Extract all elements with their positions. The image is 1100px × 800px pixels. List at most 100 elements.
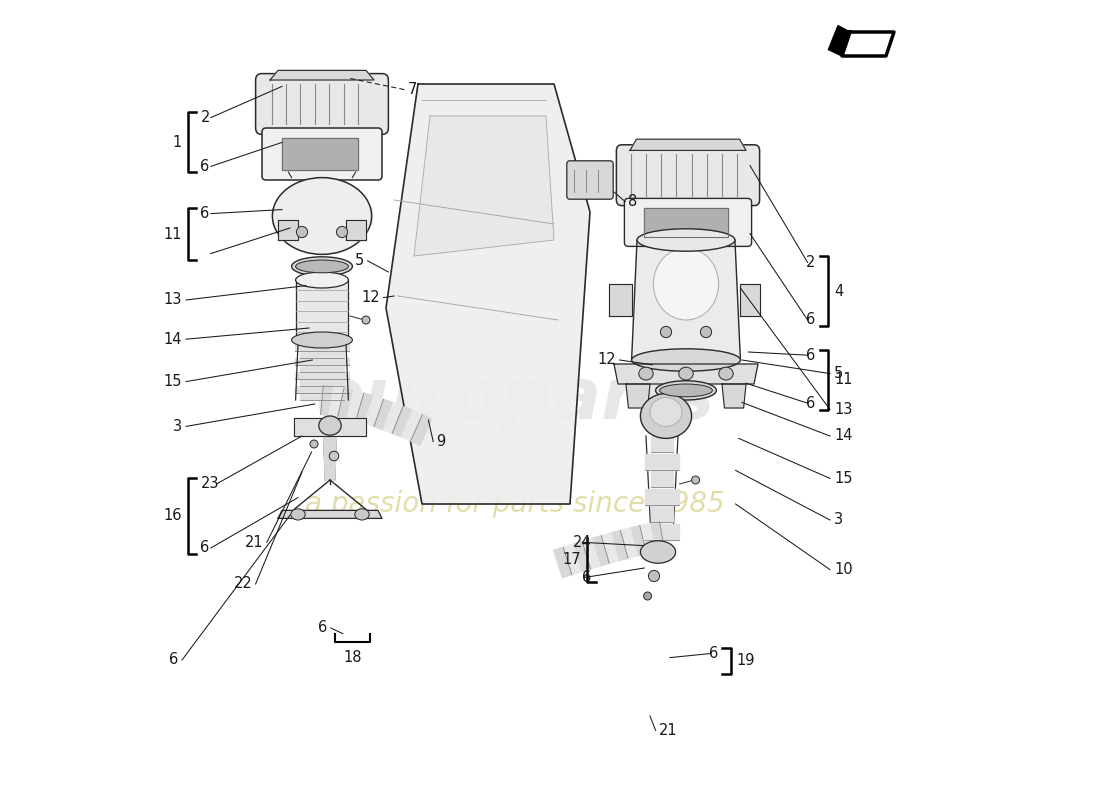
Ellipse shape bbox=[362, 316, 370, 324]
Polygon shape bbox=[602, 533, 618, 563]
Text: 17: 17 bbox=[562, 553, 581, 567]
Text: 22: 22 bbox=[233, 577, 252, 591]
Polygon shape bbox=[620, 528, 637, 558]
Text: europarts: europarts bbox=[316, 366, 714, 434]
Polygon shape bbox=[610, 530, 628, 561]
Polygon shape bbox=[609, 284, 631, 316]
Polygon shape bbox=[300, 365, 343, 372]
Ellipse shape bbox=[648, 570, 660, 582]
Polygon shape bbox=[346, 220, 366, 240]
Text: 14: 14 bbox=[834, 429, 852, 443]
Ellipse shape bbox=[640, 394, 692, 438]
Ellipse shape bbox=[660, 326, 672, 338]
Text: 6: 6 bbox=[168, 653, 178, 667]
Text: 21: 21 bbox=[245, 535, 264, 550]
Text: 8: 8 bbox=[628, 194, 638, 209]
Polygon shape bbox=[338, 389, 353, 418]
Ellipse shape bbox=[656, 381, 716, 400]
Polygon shape bbox=[300, 351, 343, 358]
Text: 10: 10 bbox=[834, 562, 852, 577]
FancyBboxPatch shape bbox=[616, 145, 760, 206]
Text: 6: 6 bbox=[806, 396, 815, 410]
FancyBboxPatch shape bbox=[262, 128, 382, 180]
Text: 18: 18 bbox=[343, 650, 362, 665]
Polygon shape bbox=[740, 284, 760, 316]
Text: 3: 3 bbox=[834, 513, 843, 527]
Text: 1: 1 bbox=[173, 135, 182, 150]
Ellipse shape bbox=[319, 416, 341, 435]
Text: 19: 19 bbox=[736, 654, 755, 668]
Polygon shape bbox=[300, 393, 343, 400]
Ellipse shape bbox=[292, 332, 352, 348]
Ellipse shape bbox=[701, 326, 712, 338]
Ellipse shape bbox=[640, 541, 675, 563]
Ellipse shape bbox=[329, 451, 339, 461]
Polygon shape bbox=[646, 524, 679, 540]
Text: 11: 11 bbox=[834, 372, 852, 386]
Ellipse shape bbox=[337, 226, 348, 238]
Polygon shape bbox=[270, 70, 374, 80]
Text: 6: 6 bbox=[200, 541, 210, 555]
Polygon shape bbox=[414, 116, 554, 256]
Text: 9: 9 bbox=[437, 434, 446, 449]
Polygon shape bbox=[273, 208, 372, 224]
Polygon shape bbox=[640, 523, 656, 554]
Text: 16: 16 bbox=[164, 509, 182, 523]
Polygon shape bbox=[295, 372, 349, 379]
Text: 7: 7 bbox=[408, 82, 417, 97]
Polygon shape bbox=[295, 344, 349, 351]
Ellipse shape bbox=[637, 229, 735, 251]
FancyBboxPatch shape bbox=[625, 198, 751, 246]
Text: 6: 6 bbox=[806, 348, 815, 362]
Polygon shape bbox=[650, 522, 664, 552]
Text: 13: 13 bbox=[834, 402, 852, 417]
Polygon shape bbox=[626, 384, 650, 408]
Polygon shape bbox=[630, 526, 647, 556]
Polygon shape bbox=[346, 390, 363, 421]
Polygon shape bbox=[296, 280, 349, 340]
Polygon shape bbox=[646, 489, 679, 505]
Text: 24: 24 bbox=[573, 535, 592, 550]
Ellipse shape bbox=[639, 367, 653, 380]
Polygon shape bbox=[386, 84, 590, 504]
Ellipse shape bbox=[718, 367, 734, 380]
Polygon shape bbox=[651, 506, 673, 522]
Ellipse shape bbox=[310, 440, 318, 448]
Text: 6: 6 bbox=[806, 313, 815, 327]
Ellipse shape bbox=[644, 592, 651, 600]
Polygon shape bbox=[553, 547, 572, 578]
Text: 2: 2 bbox=[200, 110, 210, 125]
Polygon shape bbox=[365, 396, 383, 426]
Text: 5: 5 bbox=[834, 366, 844, 381]
Polygon shape bbox=[278, 220, 298, 240]
Ellipse shape bbox=[679, 367, 693, 380]
Polygon shape bbox=[282, 138, 358, 170]
Text: 15: 15 bbox=[834, 471, 852, 486]
Polygon shape bbox=[592, 536, 609, 566]
Text: 23: 23 bbox=[200, 477, 219, 491]
Polygon shape bbox=[651, 436, 673, 452]
Ellipse shape bbox=[692, 476, 700, 484]
Polygon shape bbox=[294, 418, 366, 436]
Polygon shape bbox=[563, 544, 581, 574]
Polygon shape bbox=[383, 402, 403, 434]
Text: 6: 6 bbox=[582, 570, 592, 585]
Polygon shape bbox=[402, 410, 422, 441]
Polygon shape bbox=[295, 386, 349, 393]
Polygon shape bbox=[323, 436, 337, 480]
Ellipse shape bbox=[650, 398, 682, 426]
Ellipse shape bbox=[292, 257, 352, 276]
Ellipse shape bbox=[296, 272, 349, 288]
Text: 15: 15 bbox=[164, 374, 182, 389]
Ellipse shape bbox=[660, 384, 713, 397]
Polygon shape bbox=[646, 454, 679, 470]
Text: 14: 14 bbox=[164, 332, 182, 346]
Ellipse shape bbox=[296, 260, 349, 273]
Text: 12: 12 bbox=[362, 290, 381, 305]
Polygon shape bbox=[321, 386, 333, 415]
Polygon shape bbox=[393, 406, 412, 437]
Ellipse shape bbox=[355, 509, 370, 520]
Polygon shape bbox=[645, 208, 728, 237]
Polygon shape bbox=[288, 172, 355, 178]
Polygon shape bbox=[614, 364, 758, 384]
